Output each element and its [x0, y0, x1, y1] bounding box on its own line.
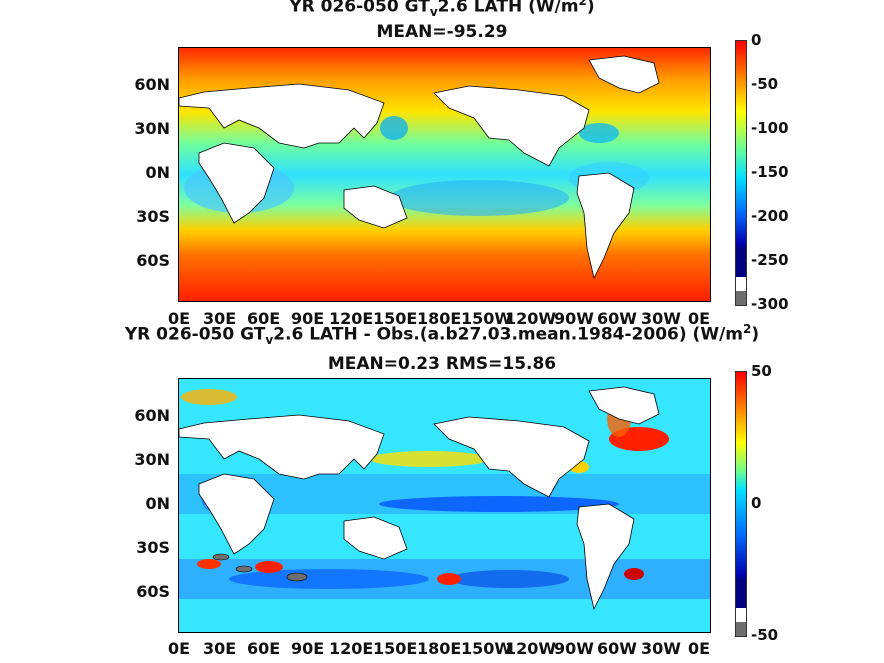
panel2-colorbar-tick: -50 [751, 626, 779, 644]
panel2-stats: MEAN=0.23 RMS=15.86 [327, 354, 557, 374]
panel1-colorbar-svg [736, 41, 746, 305]
panel1-colorbar-tick: -100 [751, 119, 789, 137]
panel2-lon-label: 0E [688, 639, 711, 658]
panel1-lat-label: 0N [145, 163, 170, 182]
panel1-lon-label: 0E [688, 309, 711, 328]
panel1-lon-label: 60E [247, 309, 281, 328]
panel2-lat-label: 0N [145, 494, 170, 513]
panel1-lat-label: 60N [134, 75, 170, 94]
panel2-lon-label: 90W [554, 639, 594, 658]
panel1-lon-label: 150E [373, 309, 418, 328]
panel1-mean: MEAN=-95.29 [376, 22, 508, 42]
panel2-lat-label: 60N [134, 406, 170, 425]
panel2-colorbar-tick: 50 [751, 362, 772, 380]
panel2-lon-label: 180E [417, 639, 462, 658]
panel1-map [178, 47, 711, 302]
panel-model-lath: YR 026-050 GTv2.6 LATH (W/m2) MEAN=-95.2… [0, 0, 884, 330]
panel2-lat-label: 30N [134, 450, 170, 469]
panel1-land [179, 55, 660, 280]
panel2-map-svg [179, 379, 710, 632]
panel1-lon-label: 150W [461, 309, 513, 328]
panel2-lat-label: 30S [136, 538, 170, 557]
panel1-colorbar-tick: -300 [751, 295, 789, 313]
panel1-colorbar-tick: -50 [751, 75, 779, 93]
panel2-lon-label: 60E [247, 639, 281, 658]
panel1-colorbar-tick: -150 [751, 163, 789, 181]
panel2-lon-label: 150W [461, 639, 513, 658]
panel1-title: YR 026-050 GTv2.6 LATH (W/m2) [289, 0, 595, 20]
panel2-colorbar-tick: 0 [751, 494, 762, 512]
panel1-lon-label: 120W [505, 309, 557, 328]
panel1-lon-label: 0E [168, 309, 191, 328]
panel1-colorbar-tick: 0 [751, 31, 762, 49]
panel2-lat-label: 60S [136, 582, 170, 601]
panel2-colorbar [735, 371, 747, 637]
panel1-lon-label: 60W [597, 309, 637, 328]
panel1-lon-label: 120E [329, 309, 374, 328]
panel2-lon-label: 120E [329, 639, 374, 658]
panel2-lon-label: 30W [641, 639, 681, 658]
panel2-lon-label: 60W [597, 639, 637, 658]
panel1-lon-label: 30W [641, 309, 681, 328]
panel2-lon-label: 30E [203, 639, 237, 658]
panel1-lon-label: 30E [203, 309, 237, 328]
panel1-colorbar-tick: -200 [751, 207, 789, 225]
panel2-land [179, 386, 660, 611]
panel1-lat-label: 30S [136, 207, 170, 226]
panel1-lon-label: 90W [554, 309, 594, 328]
panel2-lon-label: 0E [168, 639, 191, 658]
panel2-lon-label: 150E [373, 639, 418, 658]
panel2-lon-label: 120W [505, 639, 557, 658]
panel1-lat-label: 30N [134, 119, 170, 138]
panel1-colorbar-tick: -250 [751, 251, 789, 269]
panel1-colorbar [735, 40, 747, 306]
panel1-lon-label: 180E [417, 309, 462, 328]
panel2-title: YR 026-050 GTv2.6 LATH - Obs.(a.b27.03.m… [124, 322, 760, 348]
panel2-colorbar-svg [736, 372, 746, 636]
panel1-lon-label: 90E [291, 309, 325, 328]
panel2-map [178, 378, 711, 633]
panel2-lon-label: 90E [291, 639, 325, 658]
panel1-map-svg [179, 48, 710, 301]
panel1-lat-label: 60S [136, 251, 170, 270]
